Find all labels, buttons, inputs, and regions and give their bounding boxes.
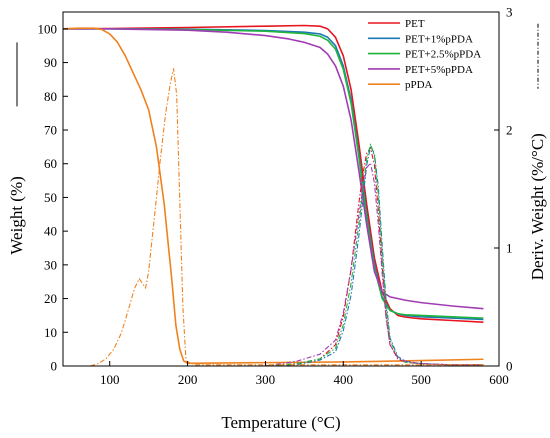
y2-tick-label: 0	[506, 359, 513, 374]
legend-label: PET+2.5%pPDA	[405, 49, 481, 61]
y-tick-label: 50	[44, 190, 57, 205]
series-line-weight-3	[63, 28, 484, 310]
x-tick-label: 100	[100, 372, 120, 387]
plot-frame	[62, 11, 500, 367]
series-line-deriv-9	[90, 68, 484, 366]
series-layer	[63, 24, 484, 366]
y-tick-label: 30	[44, 257, 57, 272]
y-tick-label: 60	[44, 156, 57, 171]
series-line-deriv-8	[265, 162, 484, 366]
y2-tick-label: 3	[506, 5, 513, 20]
series-line-deriv-5	[265, 147, 484, 366]
x-tick-label: 600	[489, 372, 509, 387]
x-tick-label: 400	[334, 372, 354, 387]
legend-label: pPDA	[405, 79, 433, 91]
x-axis-label: Temperature (°C)	[221, 413, 340, 432]
legend-label: PET	[405, 18, 425, 30]
legend-label: PET+5%pPDA	[405, 64, 473, 76]
y-tick-label: 40	[44, 224, 57, 239]
y-tick-label: 20	[44, 291, 57, 306]
series-line-weight-0	[63, 24, 484, 323]
y-tick-label: 80	[44, 89, 57, 104]
y-tick-label: 100	[38, 21, 58, 36]
y2-axis-label: Deriv. Weight (%/°C)	[528, 133, 547, 280]
y-axis-label: Weight (%)	[7, 176, 26, 254]
series-line-weight-2	[63, 28, 484, 319]
y2-tick-label: 1	[506, 241, 513, 256]
tick-layer: 100 200 300 400 500 6000102030405060708090100…	[38, 5, 513, 388]
y-tick-label: 0	[51, 359, 58, 374]
y-tick-label: 10	[44, 325, 57, 340]
y-tick-label: 90	[44, 55, 57, 70]
x-tick-label: 500	[411, 372, 431, 387]
x-tick-label: 200	[178, 372, 198, 387]
legend-label: PET+1%pPDA	[405, 33, 473, 45]
y2-tick-label: 2	[506, 123, 513, 138]
x-tick-label: 300	[256, 372, 276, 387]
series-line-weight-4	[63, 27, 484, 365]
y-tick-label: 70	[44, 123, 57, 138]
series-line-deriv-7	[265, 143, 484, 366]
legend: PET PET+1%pPDA PET+2.5%pPDA PET+5%pPDA pPDA	[368, 18, 481, 91]
